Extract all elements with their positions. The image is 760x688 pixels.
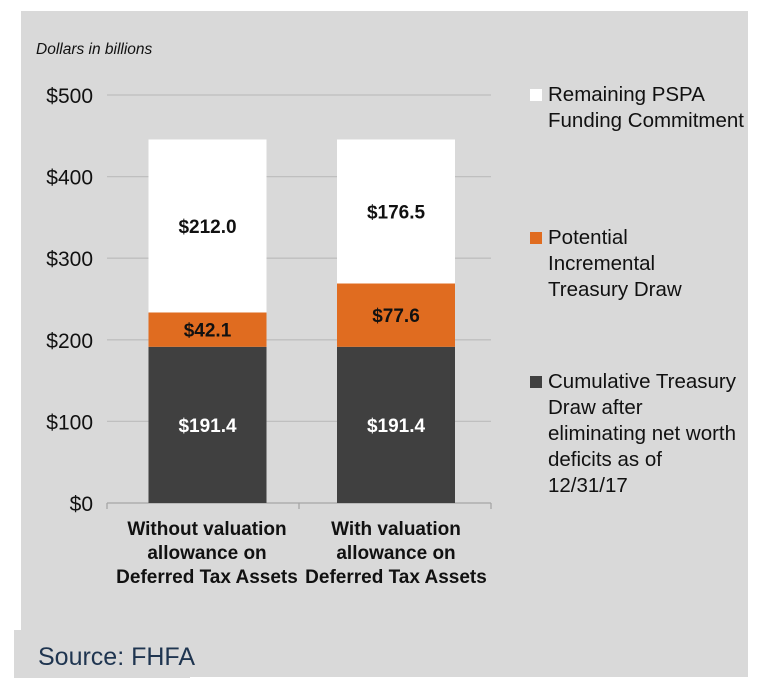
data-label: $212.0 bbox=[178, 217, 236, 238]
bar-segment bbox=[148, 139, 267, 313]
data-label: $176.5 bbox=[367, 202, 426, 223]
y-tick-label: $400 bbox=[46, 167, 93, 190]
category-label: With valuation allowance on Deferred Tax… bbox=[305, 519, 487, 588]
data-label: $191.4 bbox=[367, 416, 426, 437]
bar-segment bbox=[337, 346, 455, 503]
data-label: $77.6 bbox=[372, 306, 420, 327]
y-tick-label: $0 bbox=[70, 493, 93, 516]
source-box bbox=[14, 630, 190, 678]
legend-label: Remaining PSPA Funding Commitment bbox=[548, 83, 744, 132]
y-tick-label: $500 bbox=[46, 85, 93, 108]
data-label: $191.4 bbox=[178, 416, 237, 437]
category-label: Without valuation allowance on Deferred … bbox=[116, 519, 298, 588]
legend-swatch bbox=[530, 232, 542, 244]
source-note: Source: FHFA bbox=[38, 643, 195, 671]
y-tick-label: $200 bbox=[46, 330, 93, 353]
bar-segment bbox=[148, 312, 267, 347]
legend-swatch bbox=[530, 89, 542, 101]
y-tick-label: $300 bbox=[46, 248, 93, 271]
bar-segment bbox=[148, 346, 267, 503]
bar-segment bbox=[337, 139, 455, 284]
legend-label: Potential Incremental Treasury Draw bbox=[548, 226, 682, 301]
data-label: $42.1 bbox=[184, 321, 232, 342]
chart-subtitle: Dollars in billions bbox=[36, 41, 153, 58]
bar-segment bbox=[337, 283, 455, 347]
legend-swatch bbox=[530, 376, 542, 388]
y-tick-label: $100 bbox=[46, 411, 93, 434]
legend-label: Cumulative Treasury Draw after eliminati… bbox=[548, 370, 737, 497]
